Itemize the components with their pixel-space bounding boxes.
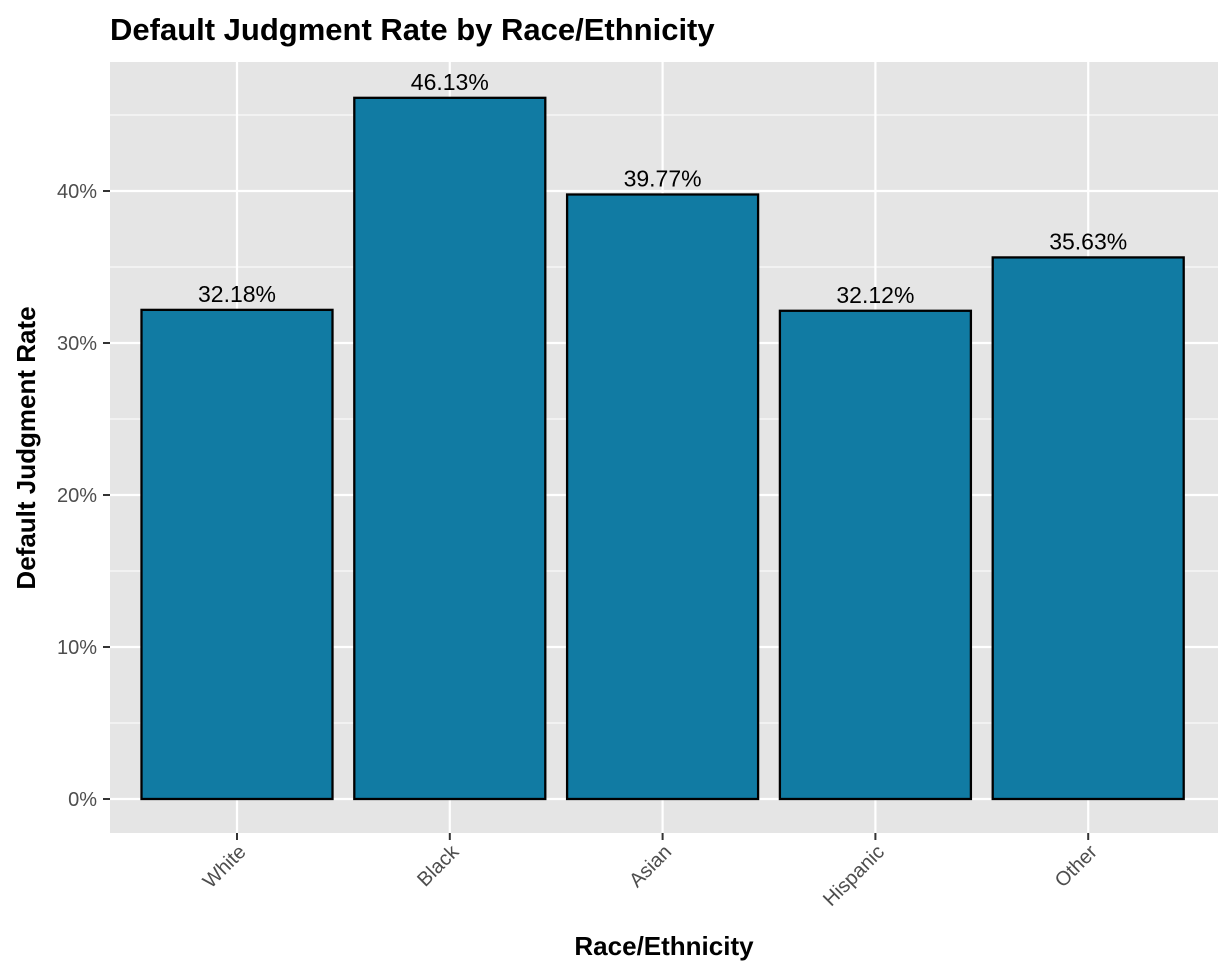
y-axis: 0% 10% 20% 30% 40%	[57, 181, 110, 811]
y-tick-label: 10%	[57, 637, 97, 659]
x-tick-label: Black	[413, 840, 464, 891]
bar-value-label: 46.13%	[411, 69, 489, 95]
bar-hispanic	[778, 309, 973, 801]
bar-value-labels: 32.18% 46.13% 39.77% 32.12% 35.63%	[198, 69, 1127, 308]
bar-black	[353, 96, 547, 801]
bar-value-label: 35.63%	[1049, 228, 1127, 254]
bar-value-label: 32.12%	[836, 282, 914, 308]
x-tick-label: Asian	[625, 841, 676, 892]
y-tick-label: 30%	[57, 333, 97, 355]
x-tick-label: Hispanic	[819, 841, 889, 911]
x-tick-label: White	[199, 841, 251, 893]
x-tick-label: Other	[1051, 841, 1102, 892]
y-axis-title: Default Judgment Rate	[11, 306, 41, 589]
bar-other	[991, 256, 1185, 801]
x-axis-title: Race/Ethnicity	[574, 931, 754, 961]
y-tick-label: 40%	[57, 181, 97, 203]
bar-asian	[565, 193, 760, 801]
x-axis: White Black Asian Hispanic Other	[199, 833, 1102, 911]
bars	[140, 96, 1185, 801]
chart-title: Default Judgment Rate by Race/Ethnicity	[110, 12, 715, 47]
bar-value-label: 32.18%	[198, 281, 276, 307]
bar-white	[140, 308, 334, 801]
y-tick-label: 20%	[57, 485, 97, 507]
y-tick-label: 0%	[68, 789, 97, 811]
bar-value-label: 39.77%	[624, 165, 702, 191]
